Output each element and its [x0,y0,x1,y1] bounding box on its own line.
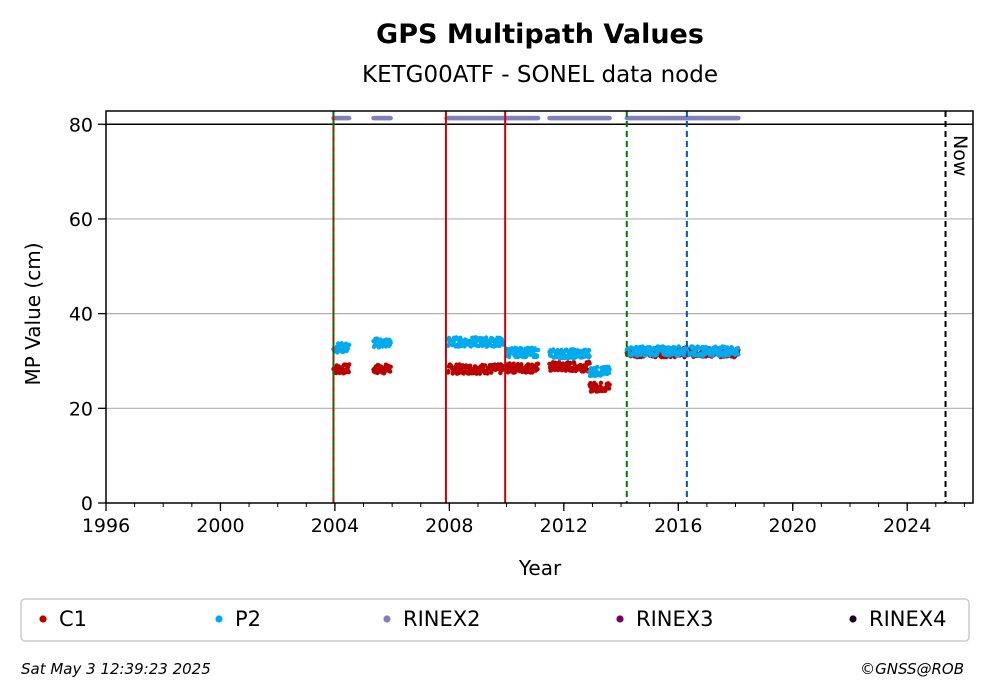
data-point [586,347,592,353]
data-point [587,361,592,366]
data-point [483,335,489,340]
data-layer [331,115,741,394]
y-axis-ticks: 0 20 40 60 80 [69,114,106,515]
data-point [676,344,681,349]
data-point [717,349,722,354]
x-axis-ticks: 1996 2000 2004 2008 2012 2016 2020 2024 [82,503,965,537]
data-point [535,347,541,353]
legend: C1 P2 RINEX2 RINEX3 RINEX4 [39,607,947,631]
chart-subtitle: KETG00ATF - SONEL data node [362,62,718,88]
data-point [345,346,350,351]
footer-credit: ©GNSS@ROB [860,660,964,678]
data-point [525,362,531,367]
legend-label-rinex3: RINEX3 [636,607,714,631]
x-tick-label: 2000 [196,515,244,537]
vertical-lines-layer [332,111,947,503]
data-point [555,348,560,353]
data-point [535,367,540,372]
data-point [607,382,612,387]
y-tick-label: 60 [69,209,93,231]
data-point [556,360,562,365]
x-tick-label: 2004 [311,515,359,537]
series-c1 [331,345,741,394]
plot-frame [105,110,974,504]
data-point [347,115,352,121]
legend-marker-p2 [215,615,223,623]
data-point [446,369,451,374]
legend-label-rinex2: RINEX2 [403,607,481,631]
data-point [534,353,540,358]
legend-marker-c1 [39,615,47,623]
data-point [347,342,352,348]
data-point [606,370,612,376]
data-point [388,340,393,345]
data-point [736,115,741,121]
y-tick-label: 0 [81,493,93,515]
data-point [482,363,488,368]
data-point [468,363,473,368]
data-point [725,345,730,350]
data-point [607,367,612,372]
data-point [598,380,604,385]
data-point [688,350,693,356]
data-point [587,354,592,359]
x-tick-label: 1996 [82,515,130,537]
legend-marker-rinex2 [383,615,391,623]
data-point [388,369,393,374]
data-point [736,352,741,357]
data-point [606,386,612,391]
legend-marker-rinex4 [849,615,857,623]
data-point [388,115,393,121]
data-point [347,362,352,367]
data-point [346,369,351,375]
legend-label-p2: P2 [235,607,261,631]
data-point [485,371,490,376]
legend-label-c1: C1 [59,607,87,631]
data-point [710,353,715,358]
grid-layer [106,123,973,409]
data-point [638,352,644,357]
legend-marker-rinex3 [616,615,624,623]
chart-title: GPS Multipath Values [376,19,704,50]
data-point [600,372,606,377]
legend-label-rinex4: RINEX4 [869,607,947,631]
footer-timestamp: Sat May 3 12:39:23 2025 [21,660,211,678]
data-point [607,115,612,121]
legend-box [20,598,970,642]
data-point [535,115,541,121]
y-tick-label: 40 [69,304,93,326]
data-point [594,382,599,388]
y-tick-label: 20 [69,398,93,420]
data-point [511,361,516,366]
data-point [595,364,600,370]
series-rinex2 [331,115,741,121]
data-point [388,364,393,369]
data-point [535,361,541,366]
y-tick-label: 80 [69,114,93,136]
x-tick-label: 2016 [654,515,702,537]
x-axis-label: Year [518,556,562,580]
now-label: Now [949,135,971,176]
data-point [519,346,524,351]
data-point [568,360,573,366]
data-point [655,351,660,356]
x-tick-label: 2020 [769,515,817,537]
x-tick-label: 2008 [425,515,473,537]
data-point [735,345,741,351]
data-point [489,370,494,375]
y-axis-label: MP Value (cm) [21,242,45,385]
data-point [673,345,678,350]
x-tick-label: 2024 [883,515,931,537]
x-tick-label: 2012 [540,515,588,537]
